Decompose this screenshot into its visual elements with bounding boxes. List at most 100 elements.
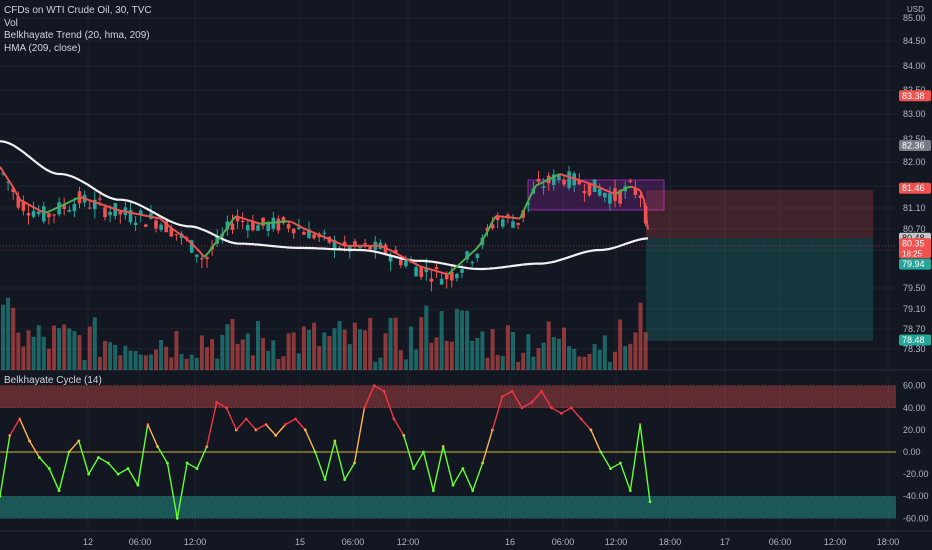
volume-bar bbox=[352, 322, 357, 370]
symbol-title[interactable]: CFDs on WTI Crude Oil, 30, TVC bbox=[4, 5, 152, 16]
hma-indicator-label[interactable]: HMA (209, close) bbox=[4, 42, 81, 54]
trend-segment bbox=[563, 174, 569, 178]
volume-indicator-label[interactable]: Vol bbox=[4, 17, 18, 29]
cycle-indicator-label[interactable]: Belkhayate Cycle (14) bbox=[4, 375, 102, 386]
volume-bar bbox=[327, 336, 332, 370]
time-tick-label: 06:00 bbox=[552, 537, 575, 547]
volume-bar bbox=[419, 317, 424, 370]
volume-bar bbox=[383, 333, 388, 370]
volume-bar bbox=[67, 328, 72, 370]
trend-segment bbox=[523, 200, 529, 211]
trend-segment bbox=[251, 220, 257, 224]
price-badge-label: 83.38 bbox=[902, 91, 925, 101]
price-badge-label: 81.46 bbox=[902, 183, 925, 193]
volume-bar bbox=[138, 354, 143, 370]
cycle-segment bbox=[58, 451, 70, 491]
volume-bar bbox=[332, 328, 337, 370]
trend-segment bbox=[3, 172, 9, 180]
candle-body bbox=[475, 253, 480, 258]
candle-body bbox=[633, 187, 638, 195]
cycle-segment bbox=[196, 446, 208, 469]
volume-bar bbox=[26, 330, 31, 370]
candle-body bbox=[322, 232, 327, 234]
trend-segment bbox=[419, 265, 425, 269]
candle-body bbox=[526, 202, 531, 205]
trend-segment bbox=[415, 263, 421, 268]
volume-bar bbox=[378, 357, 383, 370]
volume-bars bbox=[1, 297, 648, 370]
volume-bar bbox=[546, 321, 551, 370]
cycle-segment bbox=[28, 440, 40, 458]
currency-label: USD bbox=[907, 5, 924, 14]
trend-segment bbox=[383, 246, 389, 251]
candle-body bbox=[261, 217, 265, 226]
trend-segment bbox=[391, 250, 397, 255]
volume-bar bbox=[210, 339, 215, 370]
cycle-segment bbox=[186, 462, 198, 470]
trend-segment bbox=[555, 173, 561, 177]
volume-bar bbox=[444, 340, 449, 370]
cycle-segment bbox=[68, 440, 80, 453]
cycle-segment bbox=[353, 407, 366, 464]
trend-segment bbox=[483, 230, 489, 239]
cycle-segment bbox=[432, 446, 444, 491]
volume-bar bbox=[159, 340, 164, 370]
trend-segment bbox=[587, 182, 593, 186]
time-tick-label: 15 bbox=[295, 537, 305, 547]
candle-body bbox=[42, 206, 46, 222]
countdown-label: 18:25 bbox=[902, 250, 923, 259]
trend-indicator-label[interactable]: Belkhayate Trend (20, hma, 209) bbox=[4, 30, 150, 41]
volume-bar bbox=[164, 346, 169, 370]
volume-bar bbox=[495, 354, 500, 370]
trend-segment bbox=[195, 247, 201, 253]
trend-segment bbox=[51, 207, 57, 212]
trend-segment bbox=[303, 227, 309, 232]
candle-body bbox=[297, 227, 301, 230]
candle-body bbox=[363, 243, 367, 245]
price-tick-label: 81.10 bbox=[903, 203, 926, 213]
volume-bar bbox=[505, 325, 510, 370]
candle-body bbox=[169, 228, 174, 237]
trend-segment bbox=[387, 248, 393, 252]
candle-body bbox=[587, 183, 592, 196]
price-tick-label: 84.50 bbox=[903, 36, 926, 46]
candle-body bbox=[205, 257, 209, 260]
price-axis: 85.0084.5084.0083.5083.0082.5082.0081.50… bbox=[899, 13, 931, 523]
candle-body bbox=[240, 220, 245, 222]
candle-body bbox=[230, 223, 235, 230]
cycle-segment bbox=[452, 468, 464, 486]
candle-body bbox=[358, 246, 362, 248]
volume-bar bbox=[245, 333, 250, 370]
trend-segment bbox=[99, 202, 105, 207]
cycle-segment bbox=[403, 435, 415, 469]
price-badge-label: 82.36 bbox=[902, 140, 925, 150]
trend-segment bbox=[0, 166, 5, 174]
trend-segment bbox=[407, 258, 413, 263]
trend-segment bbox=[547, 176, 553, 181]
volume-bar bbox=[526, 334, 531, 370]
candle-body bbox=[1, 172, 5, 175]
trend-segment bbox=[11, 185, 17, 194]
volume-bar bbox=[480, 331, 485, 370]
cycle-segment bbox=[462, 468, 474, 491]
volume-bar bbox=[373, 361, 378, 370]
volume-bar bbox=[618, 319, 623, 370]
volume-bar bbox=[143, 355, 148, 370]
candle-body bbox=[434, 267, 439, 270]
trend-segment bbox=[219, 231, 225, 239]
trend-segment bbox=[411, 261, 417, 265]
trend-segment bbox=[579, 179, 585, 183]
volume-bar bbox=[429, 342, 434, 370]
candle-body bbox=[36, 211, 41, 215]
cycle-tick-label: 60.00 bbox=[903, 381, 926, 391]
trend-segment bbox=[435, 269, 441, 274]
cycle-segment bbox=[610, 462, 621, 470]
candle-body bbox=[516, 222, 520, 225]
candle-body bbox=[353, 241, 357, 247]
trend-segment bbox=[327, 237, 333, 242]
cycle-segment bbox=[344, 462, 356, 480]
price-tick-label: 85.00 bbox=[903, 13, 926, 23]
volume-bar bbox=[643, 332, 648, 370]
